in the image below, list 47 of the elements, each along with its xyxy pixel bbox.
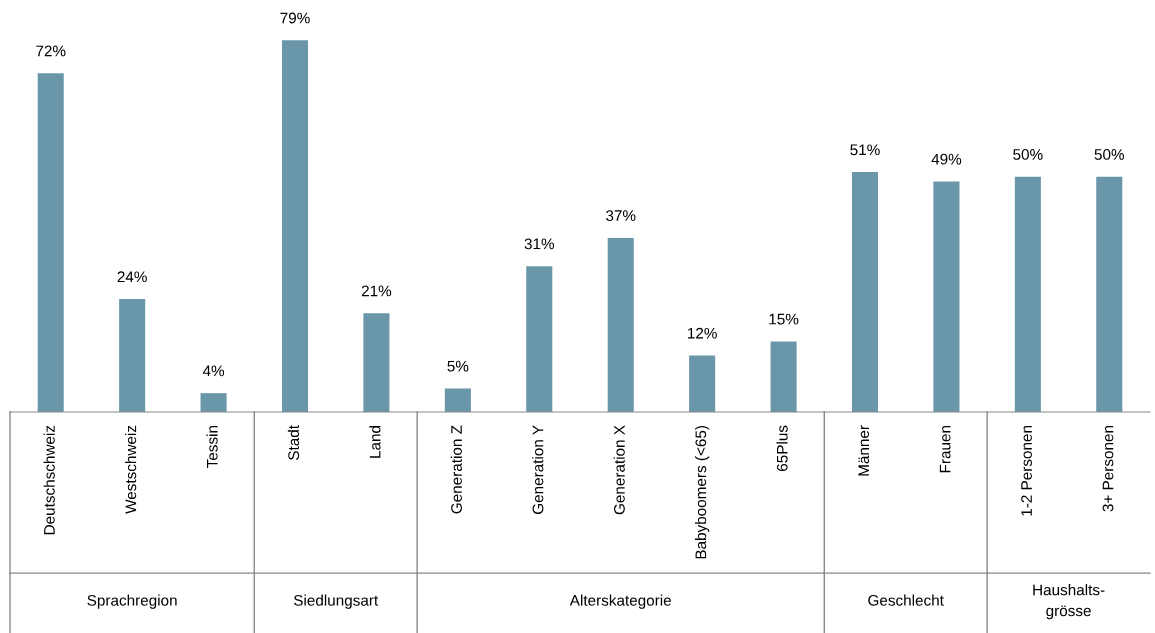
bar <box>689 355 716 412</box>
data-label: 12% <box>688 327 717 339</box>
bar <box>1096 176 1123 412</box>
x-tick-label: Generation X <box>613 425 625 515</box>
text: Haushalts- grösse <box>1033 584 1105 620</box>
bar <box>444 388 471 412</box>
x-tick-label: Männer <box>858 425 870 476</box>
data-label: 4% <box>202 365 225 377</box>
x-tick-label: Deutschschweiz <box>43 425 55 535</box>
data-label: 72% <box>36 45 66 57</box>
data-label: 24% <box>117 271 147 283</box>
bar <box>37 73 64 412</box>
bar <box>119 299 146 412</box>
bar <box>770 341 797 412</box>
data-label: 5% <box>447 360 469 372</box>
x-tick-label: Tessin <box>206 426 218 468</box>
x-tick-label: Land <box>369 426 381 458</box>
data-label: 21% <box>361 285 392 297</box>
x-tick-label: 65Plus <box>776 425 788 471</box>
x-tick-label: Generation Y <box>532 425 544 515</box>
text: Sprachregion <box>87 594 177 609</box>
text: Alterskategorie <box>569 594 671 609</box>
x-tick-label: Stadt <box>287 425 300 460</box>
x-tick-label: 3+ Personen <box>1102 426 1114 512</box>
x-tick-label: Frauen <box>939 426 951 473</box>
x-tick-label: Generation Z <box>450 425 462 514</box>
x-tick-label: Westschweiz <box>125 425 137 514</box>
x-tick-label: Babyboomers (<65) <box>695 425 710 559</box>
data-label: 37% <box>606 210 636 222</box>
bar <box>933 181 960 412</box>
text: Geschlecht <box>868 594 944 606</box>
data-label: 31% <box>524 238 555 250</box>
bar <box>851 172 879 412</box>
x-tick-label: 1-2 Personen <box>1021 426 1032 516</box>
data-label: 15% <box>769 313 799 325</box>
bar <box>526 266 553 412</box>
bar <box>363 313 390 412</box>
bar <box>281 40 309 412</box>
data-label: 50% <box>1094 149 1125 160</box>
bar <box>607 237 634 412</box>
text: Siedlungsart <box>293 594 379 609</box>
data-label: 50% <box>1013 149 1043 160</box>
data-label: 79% <box>280 12 310 24</box>
bar <box>1014 176 1041 412</box>
data-label: 51% <box>850 144 880 156</box>
bar <box>200 393 227 412</box>
data-label: 49% <box>931 153 962 165</box>
